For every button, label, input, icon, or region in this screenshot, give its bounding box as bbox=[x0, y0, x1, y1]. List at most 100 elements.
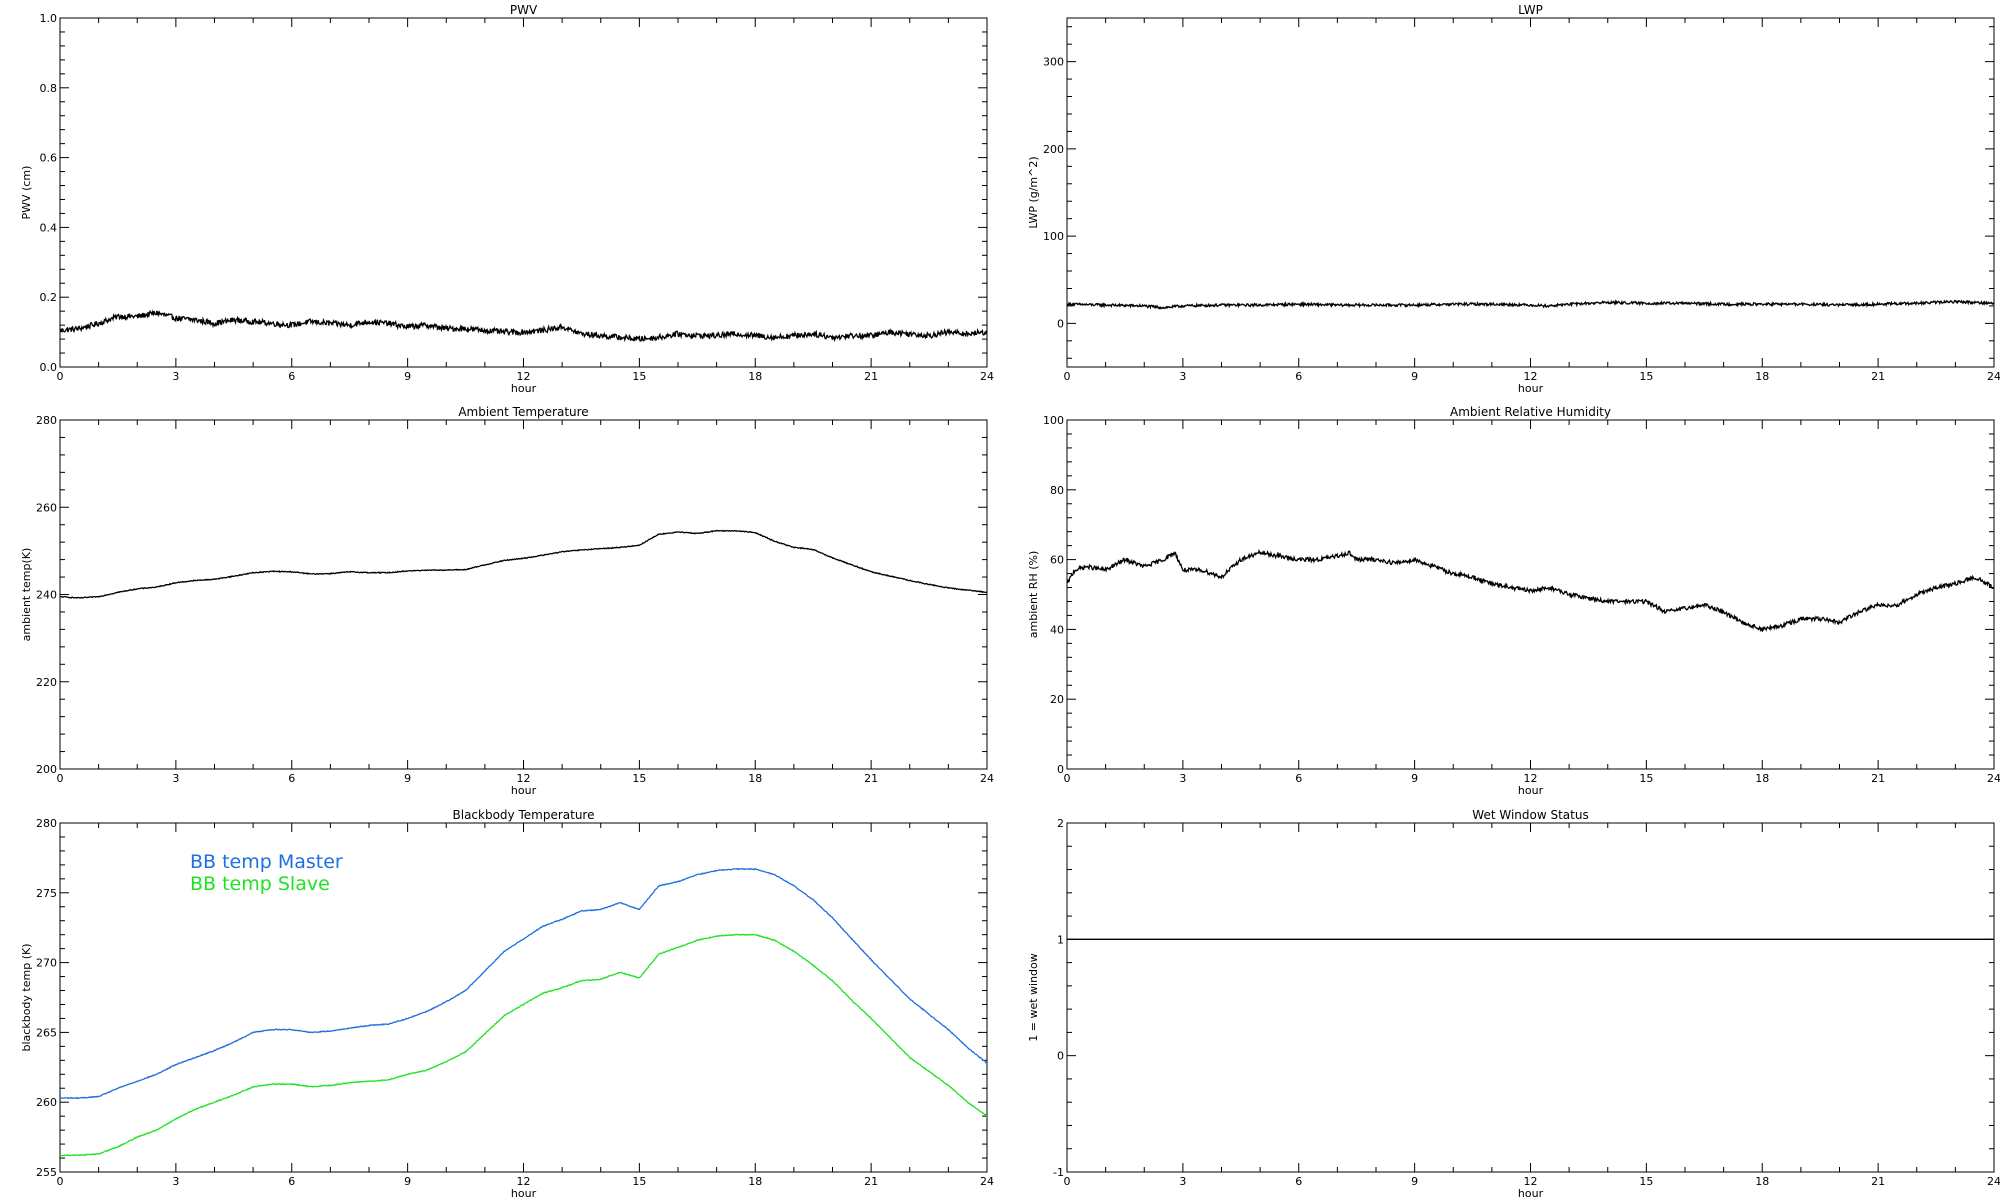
x-tick-label: 21 bbox=[864, 1175, 878, 1188]
y-tick-label: 200 bbox=[1043, 143, 1064, 156]
y-tick-label: 0.0 bbox=[40, 361, 58, 374]
y-tick-label: 265 bbox=[36, 1026, 57, 1039]
x-tick-label: 15 bbox=[1639, 772, 1653, 785]
y-tick-label: -1 bbox=[1053, 1166, 1064, 1179]
y-tick-label: 80 bbox=[1050, 484, 1064, 497]
x-tick-label: 3 bbox=[1179, 370, 1186, 383]
x-tick-label: 12 bbox=[1524, 772, 1538, 785]
x-tick-label: 21 bbox=[864, 772, 878, 785]
x-tick-label: 6 bbox=[1295, 1175, 1302, 1188]
chart-title: LWP bbox=[1518, 3, 1543, 17]
x-tick-label: 0 bbox=[1064, 1175, 1071, 1188]
x-tick-label: 24 bbox=[1987, 1175, 2000, 1188]
x-tick-label: 0 bbox=[57, 1175, 64, 1188]
x-tick-label: 6 bbox=[1295, 370, 1302, 383]
y-tick-label: 100 bbox=[1043, 414, 1064, 427]
x-tick-label: 9 bbox=[404, 370, 411, 383]
y-tick-label: 0 bbox=[1057, 1050, 1064, 1063]
legend-entry-bb-temp-slave: BB temp Slave bbox=[190, 873, 330, 895]
x-axis-label: hour bbox=[511, 1187, 537, 1200]
x-tick-label: 0 bbox=[1064, 370, 1071, 383]
y-axis-label: PWV (cm) bbox=[20, 166, 33, 220]
y-tick-label: 1 bbox=[1057, 933, 1064, 946]
x-tick-label: 12 bbox=[1524, 370, 1538, 383]
x-tick-label: 15 bbox=[1639, 1175, 1653, 1188]
x-tick-label: 6 bbox=[1295, 772, 1302, 785]
x-tick-label: 18 bbox=[748, 1175, 762, 1188]
plot-frame bbox=[1066, 419, 1995, 770]
chart-blackbody-temperature: Blackbody Temperature 0 3 6 9 12 15 18 21 24 255 26… bbox=[20, 808, 994, 1200]
x-tick-label: 15 bbox=[632, 1175, 646, 1188]
x-tick-label: 12 bbox=[517, 1175, 531, 1188]
x-tick-label: 3 bbox=[1179, 772, 1186, 785]
plot-frame bbox=[1066, 822, 1995, 1173]
series-line bbox=[60, 529, 987, 599]
y-tick-label: 260 bbox=[36, 501, 57, 514]
legend-entry-bb-temp-master: BB temp Master bbox=[190, 851, 343, 873]
x-tick-label: 6 bbox=[288, 772, 295, 785]
x-tick-label: 6 bbox=[288, 1175, 295, 1188]
x-tick-label: 21 bbox=[1871, 772, 1885, 785]
x-tick-label: 12 bbox=[1524, 1175, 1538, 1188]
y-axis-label: blackbody temp (K) bbox=[20, 944, 33, 1052]
y-tick-label: 20 bbox=[1050, 693, 1064, 706]
series-line-bb-temp-master bbox=[60, 867, 987, 1100]
x-tick-label: 15 bbox=[632, 772, 646, 785]
x-tick-label: 18 bbox=[1755, 1175, 1769, 1188]
x-tick-label: 18 bbox=[1755, 370, 1769, 383]
chart-ambient-relative-humidity: Ambient Relative Humidity 0 3 6 9 12 15 18 21 24 0… bbox=[1027, 405, 2000, 797]
x-tick-label: 0 bbox=[57, 370, 64, 383]
x-tick-label: 9 bbox=[1411, 370, 1418, 383]
plot-frame bbox=[1066, 17, 1995, 368]
y-tick-label: 0 bbox=[1057, 317, 1064, 330]
chart-title: Blackbody Temperature bbox=[453, 808, 595, 822]
y-tick-label: 220 bbox=[36, 676, 57, 689]
x-tick-label: 24 bbox=[980, 370, 994, 383]
chart-title: Ambient Relative Humidity bbox=[1450, 405, 1611, 419]
y-axis-label: ambient RH (%) bbox=[1027, 551, 1040, 639]
x-tick-label: 9 bbox=[404, 772, 411, 785]
x-axis-label: hour bbox=[1518, 382, 1544, 395]
y-tick-label: 2 bbox=[1057, 817, 1064, 830]
y-tick-label: 0.4 bbox=[40, 221, 58, 234]
series-line bbox=[1067, 548, 1994, 633]
y-tick-label: 260 bbox=[36, 1096, 57, 1109]
chart-pwv: PWV 0 3 6 9 12 15 18 21 24 0.0 0.2 0.4 0.6 0.8 1.0 hour P… bbox=[20, 3, 994, 395]
x-tick-label: 18 bbox=[748, 370, 762, 383]
y-tick-label: 275 bbox=[36, 887, 57, 900]
x-tick-label: 21 bbox=[1871, 1175, 1885, 1188]
y-tick-label: 200 bbox=[36, 763, 57, 776]
y-tick-label: 60 bbox=[1050, 554, 1064, 567]
x-tick-label: 9 bbox=[1411, 772, 1418, 785]
x-tick-label: 24 bbox=[980, 1175, 994, 1188]
x-tick-label: 18 bbox=[748, 772, 762, 785]
series-line bbox=[60, 309, 987, 343]
x-tick-label: 21 bbox=[864, 370, 878, 383]
y-tick-label: 100 bbox=[1043, 230, 1064, 243]
y-axis-label: LWP (g/m^2) bbox=[1027, 156, 1040, 228]
y-tick-label: 1.0 bbox=[40, 12, 58, 25]
chart-title: Ambient Temperature bbox=[458, 405, 588, 419]
x-tick-label: 6 bbox=[288, 370, 295, 383]
y-tick-label: 240 bbox=[36, 589, 57, 602]
series-line bbox=[1067, 299, 1994, 310]
x-tick-label: 21 bbox=[1871, 370, 1885, 383]
plot-frame bbox=[59, 419, 988, 770]
x-tick-label: 0 bbox=[57, 772, 64, 785]
x-tick-label: 24 bbox=[1987, 772, 2000, 785]
x-tick-label: 0 bbox=[1064, 772, 1071, 785]
chart-lwp: LWP 0 3 6 9 12 15 18 21 24 0 100 200 300 hour LWP (g/m^… bbox=[1027, 3, 2000, 395]
x-axis-label: hour bbox=[511, 382, 537, 395]
y-tick-label: 280 bbox=[36, 817, 57, 830]
x-tick-label: 3 bbox=[172, 1175, 179, 1188]
y-tick-label: 300 bbox=[1043, 56, 1064, 69]
y-tick-label: 0.8 bbox=[40, 82, 58, 95]
y-tick-label: 255 bbox=[36, 1166, 57, 1179]
x-tick-label: 12 bbox=[517, 772, 531, 785]
x-tick-label: 15 bbox=[632, 370, 646, 383]
x-tick-label: 24 bbox=[1987, 370, 2000, 383]
plot-frame bbox=[59, 17, 988, 368]
chart-ambient-temperature: Ambient Temperature 0 3 6 9 12 15 18 21 24 200 220 2… bbox=[20, 405, 994, 797]
